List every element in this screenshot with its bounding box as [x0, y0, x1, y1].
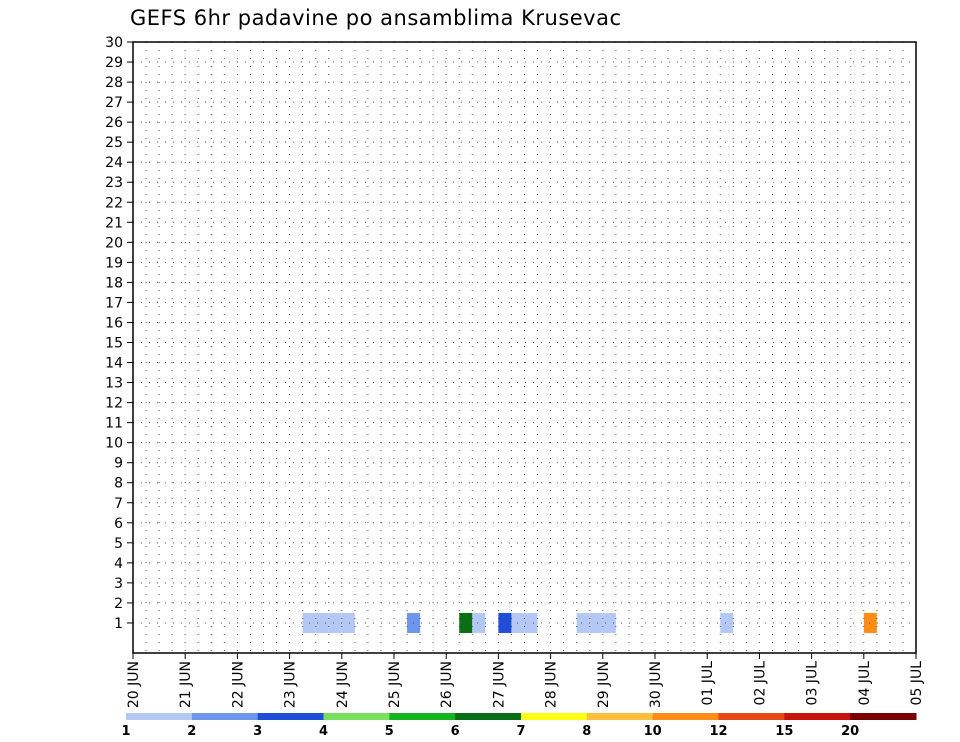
x-tick-label: 29 JUN: [596, 661, 612, 708]
legend-swatch: [586, 713, 654, 720]
heatmap-cell: [341, 612, 355, 633]
legend-label: 10: [644, 724, 662, 739]
legend-swatch: [850, 713, 917, 720]
legend-label: 4: [319, 724, 328, 739]
legend-swatch: [455, 713, 522, 720]
legend-swatch: [652, 713, 719, 720]
y-tick-label: 17: [105, 295, 123, 311]
legend-label: 7: [516, 724, 525, 739]
legend-label: 5: [385, 724, 394, 739]
legend-swatch: [718, 713, 785, 720]
legend-label: 15: [775, 724, 793, 739]
legend-swatch: [257, 713, 324, 720]
heatmap-cell: [720, 612, 734, 633]
y-tick-label: 28: [105, 75, 123, 91]
y-tick-label: 18: [105, 275, 123, 291]
heatmap-cell: [328, 612, 342, 633]
y-tick-label: 20: [105, 235, 123, 251]
legend-label: 1: [121, 724, 130, 739]
y-tick-label: 5: [114, 536, 123, 552]
legend-label: 3: [253, 724, 262, 739]
y-tick-label: 1: [114, 616, 123, 632]
x-tick-label: 22 JUN: [230, 661, 246, 708]
legend-swatch: [389, 713, 456, 720]
y-tick-label: 3: [114, 576, 123, 592]
x-tick-label: 27 JUN: [491, 661, 507, 708]
legend-label: 20: [841, 724, 859, 739]
x-tick-label: 25 JUN: [387, 661, 403, 708]
y-tick-label: 12: [105, 396, 123, 412]
legend-label: 2: [187, 724, 196, 739]
y-tick-label: 21: [105, 215, 123, 231]
x-tick-label: 20 JUN: [126, 661, 142, 708]
y-tick-label: 24: [105, 155, 123, 171]
heatmap-cell: [602, 612, 616, 633]
y-tick-label: 16: [105, 315, 123, 331]
legend-label: 6: [451, 724, 460, 739]
heatmap-cell: [459, 612, 473, 633]
x-tick-label: 23 JUN: [283, 661, 299, 708]
y-tick-label: 13: [105, 376, 123, 392]
x-tick-label: 01 JUL: [700, 661, 716, 706]
y-tick-label: 8: [114, 476, 123, 492]
y-tick-label: 6: [114, 516, 123, 532]
x-tick-label: 04 JUL: [857, 661, 873, 706]
y-tick-label: 7: [114, 496, 123, 512]
y-tick-label: 9: [114, 456, 123, 472]
y-tick-label: 11: [105, 416, 123, 432]
heatmap-cell: [472, 612, 486, 633]
legend-swatch: [126, 713, 193, 720]
legend-swatch: [191, 713, 259, 720]
x-tick-label: 21 JUN: [178, 661, 194, 708]
x-tick-label: 26 JUN: [439, 661, 455, 708]
y-tick-label: 14: [105, 356, 123, 372]
heatmap-cell: [863, 612, 877, 633]
y-tick-label: 29: [105, 55, 123, 71]
y-tick-label: 25: [105, 135, 123, 151]
legend-swatch: [323, 713, 390, 720]
legend-label: 8: [582, 724, 591, 739]
legend-label: 12: [709, 724, 727, 739]
x-tick-label: 05 JUL: [909, 661, 925, 706]
y-tick-label: 10: [105, 436, 123, 452]
heatmap-cell: [524, 612, 538, 633]
heatmap-cell: [498, 612, 512, 633]
y-tick-label: 22: [105, 195, 123, 211]
legend-swatch: [521, 713, 588, 720]
y-tick-label: 23: [105, 175, 123, 191]
x-tick-label: 28 JUN: [544, 661, 560, 708]
heatmap-cell: [576, 612, 590, 633]
x-tick-label: 30 JUN: [648, 661, 664, 708]
y-tick-label: 19: [105, 255, 123, 271]
y-tick-label: 26: [105, 115, 123, 131]
y-tick-label: 27: [105, 95, 123, 111]
y-tick-label: 15: [105, 335, 123, 351]
plot-frame: [132, 41, 917, 654]
heatmap-cell: [315, 612, 329, 633]
legend-swatch: [784, 713, 851, 720]
y-tick-label: 4: [114, 556, 123, 572]
x-tick-label: 24 JUN: [335, 661, 351, 708]
heatmap-cell: [589, 612, 603, 633]
y-tick-label: 30: [105, 35, 123, 51]
x-tick-label: 02 JUL: [752, 661, 768, 706]
y-tick-label: 2: [114, 596, 123, 612]
x-tick-label: 03 JUL: [805, 661, 821, 706]
chart-title: GEFS 6hr padavine po ansamblima Krusevac: [130, 6, 622, 30]
